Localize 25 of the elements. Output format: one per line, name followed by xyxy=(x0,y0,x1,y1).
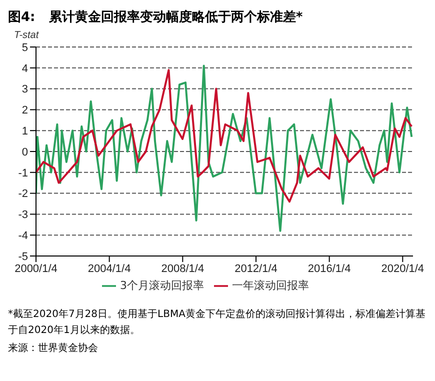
y-tick-label: 2 xyxy=(22,104,28,117)
legend-label: 一年滚动回报率 xyxy=(232,279,309,292)
y-tick-label: -4 xyxy=(18,230,28,242)
y-tick-label: 0 xyxy=(22,146,28,158)
y-axis-title: T-stat xyxy=(14,30,40,41)
legend-label: 3个月滚动回报率 xyxy=(120,279,204,292)
y-tick-label: 4 xyxy=(22,62,28,75)
x-tick-label: 2012/1/4 xyxy=(234,262,278,275)
y-tick-label: -5 xyxy=(18,250,28,263)
y-tick-label: -2 xyxy=(18,188,28,200)
line-series xyxy=(36,68,413,203)
y-tick-label: 3 xyxy=(22,84,28,96)
x-tick-label: 2000/1/4 xyxy=(14,262,58,275)
x-tick-label: 2016/1/4 xyxy=(308,262,351,275)
y-tick-label: -1 xyxy=(18,167,28,180)
y-tick-label: 1 xyxy=(22,126,28,138)
y-tick-label: 5 xyxy=(22,42,28,54)
x-tick-label: 2020/1/4 xyxy=(381,262,424,275)
y-tick-label: -3 xyxy=(18,209,28,222)
chart-title: 图4: 累计黄金回报率变动幅度略低于两个标准差* xyxy=(8,8,304,26)
text: *截至2020年7月28日。使用基于LBMA黄金下午定盘价的滚动回报计算得出，标准偏差计算基于自2020年1月以来的数据。 xyxy=(8,308,426,338)
x-tick-label: 2004/1/4 xyxy=(88,262,131,275)
line-series xyxy=(36,64,413,232)
source-note: 来源：世界黄金协会 xyxy=(8,342,99,356)
x-tick-label: 2008/1/4 xyxy=(161,262,204,275)
